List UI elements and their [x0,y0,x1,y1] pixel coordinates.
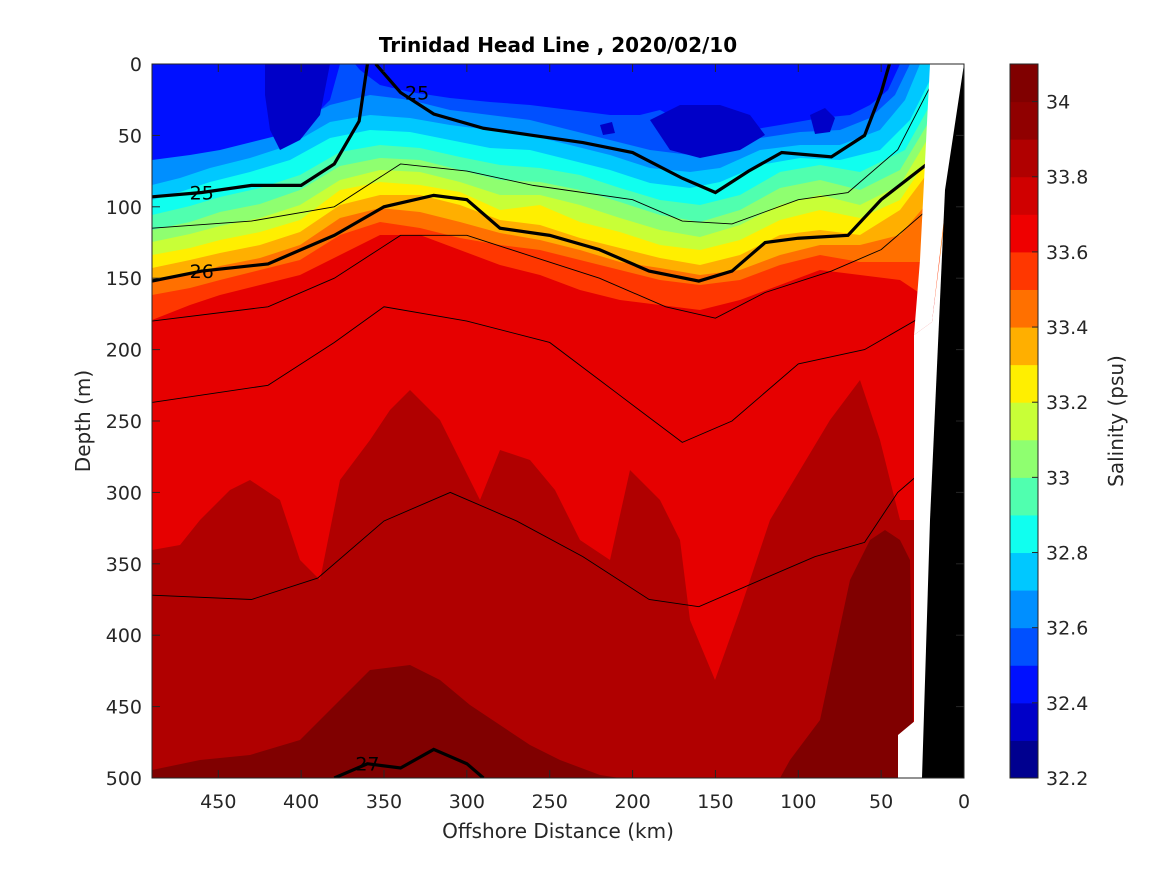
colorbar-swatch [1010,627,1038,666]
colorbar-swatch [1010,552,1038,591]
x-tick-label: 150 [697,791,733,813]
x-axis-label: Offshore Distance (km) [442,819,674,843]
y-tick-label: 200 [106,340,142,362]
x-axis: 450 400 350 300 250 200 150 100 50 0 [200,64,970,813]
density-contour-25-0 [152,64,370,199]
y-axis: 0 50 100 150 200 250 300 350 400 450 500 [106,54,964,790]
white-coastal-slope-top [914,64,964,335]
colorbar-swatch [1010,251,1038,290]
chart-title: Trinidad Head Line , 2020/02/10 [379,33,737,57]
colorbar-tick-label: 33.8 [1046,167,1088,189]
y-tick-label: 0 [130,54,142,76]
colorbar-tick-label: 34 [1046,92,1070,114]
colorbar-swatch [1010,477,1038,516]
colorbar-tick-label: 33.2 [1046,392,1088,414]
colorbar-tick-label: 32.6 [1046,618,1088,640]
contour-label: 25 [405,83,429,105]
y-tick-label: 450 [106,697,142,719]
colorbar: 32.2 32.4 32.6 32.8 33 33.2 33.4 33.6 33.8 34 [1009,63,1088,790]
density-contour-27-3 [333,747,485,778]
contour-label: 25 [190,183,214,205]
y-tick-label: 350 [106,554,142,576]
colorbar-swatch [1010,139,1038,178]
salinity-core-32-5-offshore [265,64,330,150]
x-tick-label: 400 [283,791,319,813]
salinity-core-32-5-small [810,108,835,134]
bottom-topography [922,64,964,778]
x-tick-label: 50 [869,791,893,813]
salinity-layer-34-1-offshore [152,665,620,778]
colorbar-frame [1009,63,1039,779]
contour-labels: 25 25 26 27 [190,83,430,776]
x-tick-label: 200 [614,791,650,813]
colorbar-swatch [1010,590,1038,629]
x-tick-label: 0 [958,791,970,813]
y-tick-label: 300 [106,482,142,504]
contour-label: 27 [355,754,379,776]
colorbar-tick-label: 33.4 [1046,317,1088,339]
colorbar-swatch [1010,64,1038,103]
colorbar-swatch [1010,214,1038,253]
y-tick-label: 50 [118,125,142,147]
density-contour-26-8 [152,477,915,608]
colorbar-swatch [1010,289,1038,328]
y-axis-label: Depth (m) [71,370,95,472]
salinity-layer-34-1-inshore [780,530,914,778]
colorbar-swatch [1010,439,1038,478]
contour-label: 26 [190,261,214,283]
colorbar-swatch [1010,514,1038,554]
x-tick-label: 250 [532,791,568,813]
colorbar-tick-label: 33.6 [1046,242,1088,264]
thin-density-contours [152,85,932,608]
density-contour-26-2 [152,159,932,283]
y-tick-label: 100 [106,197,142,219]
plot-area: 25 25 26 27 [152,64,964,778]
salinity-core-32-5-inshore [650,105,765,158]
y-tick-label: 150 [106,268,142,290]
colorbar-tick-label: 32.8 [1046,543,1088,565]
colorbar-swatch [1010,402,1038,441]
gap-bottom [898,720,922,778]
density-contour-26-2 [152,206,932,322]
y-tick-label: 500 [106,768,142,790]
density-contour-26-5 [152,306,932,443]
x-tick-label: 100 [780,791,816,813]
x-tick-label: 350 [366,791,402,813]
colorbar-swatch [1010,327,1038,366]
y-tick-label: 400 [106,625,142,647]
x-tick-label: 450 [200,791,236,813]
colorbar-tick-label: 33 [1046,467,1070,489]
salinity-core-32-5-tiny [600,122,615,135]
salinity-layer-32-6 [152,64,900,160]
x-tick-label: 300 [449,791,485,813]
y-tick-label: 250 [106,411,142,433]
colorbar-swatch [1010,665,1038,704]
colorbar-swatch [1010,364,1038,403]
density-contour-25-1 [374,64,891,195]
colorbar-swatch [1010,740,1038,779]
colorbar-swatch [1010,702,1038,741]
colorbar-tick-label: 32.4 [1046,693,1088,715]
colorbar-swatch [1010,176,1038,215]
colorbar-swatch [1010,101,1038,140]
colorbar-tick-label: 32.2 [1046,768,1088,790]
density-contour-25-5 [152,85,932,229]
bold-density-contours [152,64,932,778]
colorbar-label: Salinity (psu) [1104,355,1128,487]
